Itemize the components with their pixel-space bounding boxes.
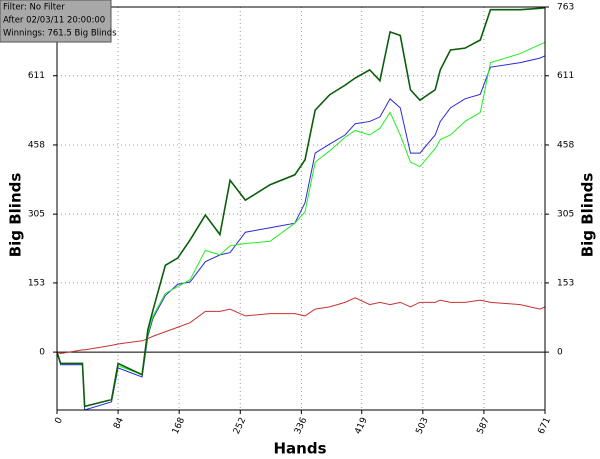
y-tick-label: 305 — [28, 210, 45, 220]
x-tick-label: 252 — [232, 416, 248, 436]
y-tick-label-right: 458 — [557, 140, 574, 150]
y-tick-label: 611 — [28, 71, 45, 81]
series-line — [56, 297, 546, 354]
y-tick-label: 153 — [28, 278, 45, 288]
grid-layer — [56, 6, 546, 410]
series-line — [56, 55, 546, 411]
x-tick-label: 419 — [353, 416, 369, 436]
y-axis-title-right: Big Blinds — [579, 173, 597, 258]
y-tick-label-right: 153 — [557, 278, 574, 288]
info-box — [0, 0, 112, 43]
y-tick-label-right: 763 — [557, 3, 574, 13]
labels-layer: 0015315330530545845861161176376308416825… — [28, 3, 575, 436]
y-tick-label-right: 305 — [557, 210, 574, 220]
x-tick-label: 336 — [293, 416, 309, 436]
series-line — [56, 6, 546, 408]
x-axis-title: Hands — [273, 440, 326, 458]
info-filter: Filter: No Filter — [3, 3, 65, 13]
y-tick-label: 0 — [39, 348, 45, 358]
x-tick-label: 587 — [476, 416, 492, 436]
x-tick-label: 0 — [53, 416, 65, 426]
x-tick-label: 503 — [414, 416, 430, 436]
lines-layer — [56, 6, 546, 411]
y-tick-label: 458 — [28, 140, 45, 150]
info-date: After 02/03/11 20:00:00 — [3, 16, 105, 26]
info-winnings: Winnings: 761.5 Big Blinds — [3, 29, 117, 39]
x-tick-label: 168 — [171, 416, 187, 436]
y-tick-label-right: 0 — [557, 348, 563, 358]
y-tick-label-right: 611 — [557, 71, 574, 81]
y-axis-title: Big Blinds — [7, 173, 25, 258]
x-tick-label: 671 — [537, 416, 553, 436]
x-tick-label: 84 — [112, 416, 126, 431]
